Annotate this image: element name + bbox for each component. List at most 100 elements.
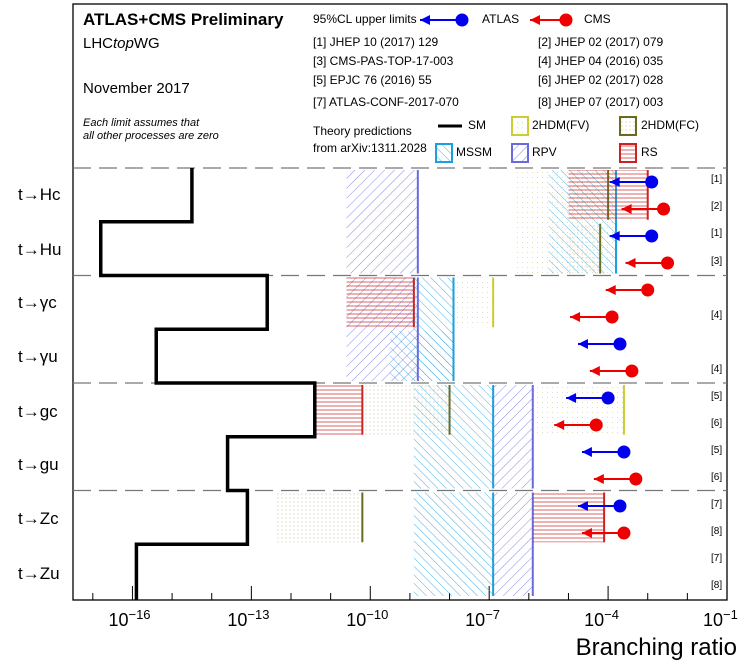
reference-2: [2] JHEP 02 (2017) 079 xyxy=(538,35,664,49)
reference-4: [4] JHEP 04 (2016) 035 xyxy=(538,54,664,68)
limit-arrowhead xyxy=(577,501,588,511)
limit-marker xyxy=(629,472,643,486)
limit-arrowhead xyxy=(581,447,592,457)
category-label: t→Hu xyxy=(18,240,62,259)
legend-cms-arrowhead xyxy=(530,15,540,25)
limit-arrowhead xyxy=(621,204,632,214)
sm-prediction-line xyxy=(98,168,317,600)
legend-rpv-label: RPV xyxy=(532,145,557,159)
limit-marker xyxy=(605,310,619,324)
theory-band xyxy=(390,331,454,381)
limit-ref-label: [8] xyxy=(711,526,723,537)
limit-arrowhead xyxy=(605,285,616,295)
legend-mssm-label: MSSM xyxy=(456,145,492,159)
limit-marker xyxy=(589,418,603,432)
theory-band xyxy=(413,385,494,489)
legend-cms-label: CMS xyxy=(584,12,611,26)
limit-marker xyxy=(613,499,627,513)
reference-3: [3] CMS-PAS-TOP-17-003 xyxy=(313,54,454,68)
theory-band xyxy=(493,385,533,489)
theory-band xyxy=(568,170,648,220)
legend-atlas-marker xyxy=(455,13,469,27)
limit-ref-label: [1] xyxy=(711,228,723,239)
legend-upper-limits: 95%CL upper limits xyxy=(313,12,417,26)
date-label: November 2017 xyxy=(83,80,190,97)
limit-ref-label: [6] xyxy=(711,418,723,429)
limit-ref-label: [7] xyxy=(711,499,723,510)
theory-band xyxy=(314,385,363,435)
legend-mssm-box xyxy=(435,143,453,163)
wg-italic: top xyxy=(113,35,134,52)
limit-marker xyxy=(601,391,615,405)
limit-arrowhead xyxy=(593,474,604,484)
reference-5: [5] EPJC 76 (2016) 55 xyxy=(313,73,432,87)
reference-7: [7] ATLAS-CONF-2017-070 xyxy=(313,95,459,109)
limit-marker xyxy=(617,526,631,540)
legend-rs-box xyxy=(619,143,637,163)
category-label: t→Zc xyxy=(18,509,59,528)
category-label: t→Zu xyxy=(18,564,60,583)
reference-8: [8] JHEP 07 (2017) 003 xyxy=(538,95,664,109)
plot-frame xyxy=(72,3,728,601)
limit-marker xyxy=(625,364,639,378)
category-label: t→gu xyxy=(18,455,59,474)
legend-rs-label: RS xyxy=(641,145,658,159)
limit-arrowhead xyxy=(625,258,636,268)
chart-title: ATLAS+CMS Preliminary xyxy=(83,10,284,29)
wg-suffix: WG xyxy=(133,35,160,52)
category-label: t→gc xyxy=(18,402,58,421)
category-label: t→γu xyxy=(18,347,58,366)
limit-arrowhead xyxy=(554,420,565,430)
limit-ref-label: [6] xyxy=(711,472,723,483)
limit-marker xyxy=(661,256,675,270)
theory-band xyxy=(346,170,418,274)
limit-ref-label: [4] xyxy=(711,364,723,375)
limit-ref-label: [7] xyxy=(711,553,723,564)
working-group-label: LHCtopWG xyxy=(83,35,160,52)
limit-ref-label: [1] xyxy=(711,174,723,185)
limit-ref-label: [2] xyxy=(711,201,723,212)
limit-ref-label: [8] xyxy=(711,580,723,591)
note-line-1: Each limit assumes that xyxy=(83,117,200,129)
category-label: t→Hc xyxy=(18,185,61,204)
limit-marker xyxy=(645,229,659,243)
x-tick-label: 10−4 xyxy=(584,607,619,630)
limit-ref-label: [4] xyxy=(711,310,723,321)
legend-cms-marker xyxy=(559,13,573,27)
theory-line-2: from arXiv:1311.2028 xyxy=(313,141,427,155)
legend-sm-label: SM xyxy=(468,118,486,132)
reference-6: [6] JHEP 02 (2017) 028 xyxy=(538,73,664,87)
limit-marker xyxy=(613,337,627,351)
theory-band xyxy=(413,492,494,596)
limit-marker xyxy=(645,175,659,189)
limit-arrowhead xyxy=(589,366,600,376)
theory-band xyxy=(493,492,533,596)
limit-marker xyxy=(617,445,631,459)
legend-atlas-label: ATLAS xyxy=(482,12,520,26)
legend-atlas-arrowhead xyxy=(420,15,430,25)
limit-arrowhead xyxy=(566,393,577,403)
limit-arrowhead xyxy=(581,528,592,538)
limit-arrowhead xyxy=(570,312,581,322)
limit-arrowhead xyxy=(609,177,620,187)
limit-arrowhead xyxy=(577,339,588,349)
legend-rpv-box xyxy=(511,143,529,163)
limit-ref-label: [5] xyxy=(711,391,723,402)
theory-band xyxy=(346,277,414,328)
note-line-2: all other processes are zero xyxy=(83,130,219,142)
theory-line-1: Theory predictions xyxy=(313,124,412,138)
theory-band xyxy=(275,492,363,543)
category-label: t→γc xyxy=(18,293,57,312)
legend-fc-label: 2HDM(FC) xyxy=(641,118,699,132)
legend-fv-box xyxy=(511,116,529,136)
theory-band xyxy=(532,492,605,543)
x-tick-label: 10−13 xyxy=(227,607,270,630)
limit-marker xyxy=(657,202,671,216)
limit-arrowhead xyxy=(609,231,620,241)
x-tick-label: 10−7 xyxy=(465,607,501,630)
x-tick-label: 10−1 xyxy=(703,607,738,630)
x-tick-label: 10−10 xyxy=(346,607,389,630)
theory-band xyxy=(453,277,494,328)
limit-marker xyxy=(641,283,655,297)
